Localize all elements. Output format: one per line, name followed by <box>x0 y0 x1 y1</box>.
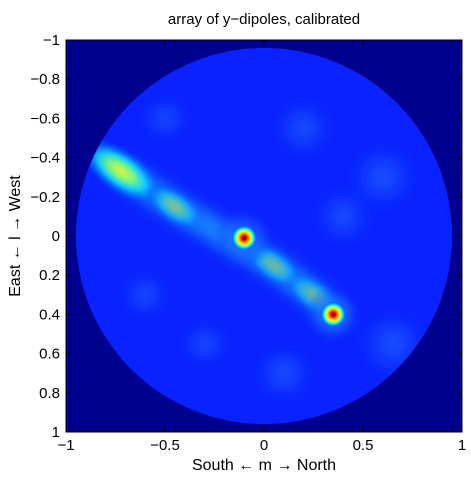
y-tick-label: 1 <box>52 424 60 441</box>
background-mottle <box>275 100 332 157</box>
y-tick-label: −0.6 <box>30 110 60 127</box>
background-mottle <box>143 96 187 141</box>
y-tick-label: 0 <box>52 228 60 245</box>
extended-emission-blob <box>145 182 205 232</box>
y-tick-label: −0.4 <box>30 150 60 167</box>
x-tick-label: 1 <box>458 437 466 454</box>
y-axis-label: East ← l → West <box>7 175 24 297</box>
x-tick-label: −1 <box>57 437 74 454</box>
y-tick-label: −0.8 <box>30 71 60 88</box>
point-source <box>320 301 347 328</box>
background-mottle <box>315 188 372 245</box>
y-axis: −1 −0.8 −0.6 −0.4 −0.2 0 0.2 0.4 0.6 0.8 1 <box>30 32 462 441</box>
x-axis: −1 −0.5 0 0.5 1 <box>57 40 466 454</box>
background-mottle <box>348 143 417 212</box>
background-mottle <box>255 345 312 402</box>
point-source <box>231 224 258 251</box>
background-mottle <box>123 272 168 317</box>
y-tick-label: 0.2 <box>39 267 60 284</box>
y-tick-label: 0.4 <box>39 306 60 323</box>
x-tick-label: 0.5 <box>353 437 374 454</box>
y-tick-label: 0.8 <box>39 385 60 402</box>
y-tick-label: −0.2 <box>30 189 60 206</box>
y-tick-label: 0.6 <box>39 346 60 363</box>
x-tick-label: 0 <box>260 437 268 454</box>
extended-emission-blob <box>78 137 165 206</box>
y-tick-label: −1 <box>43 32 60 49</box>
background-mottle <box>182 321 227 366</box>
plot-area <box>66 40 462 432</box>
x-axis-label: South ← m → North <box>192 457 336 474</box>
x-tick-label: −0.5 <box>150 437 180 454</box>
chart-title: array of y−dipoles, calibrated <box>168 11 360 28</box>
point-source-layer <box>214 207 362 344</box>
